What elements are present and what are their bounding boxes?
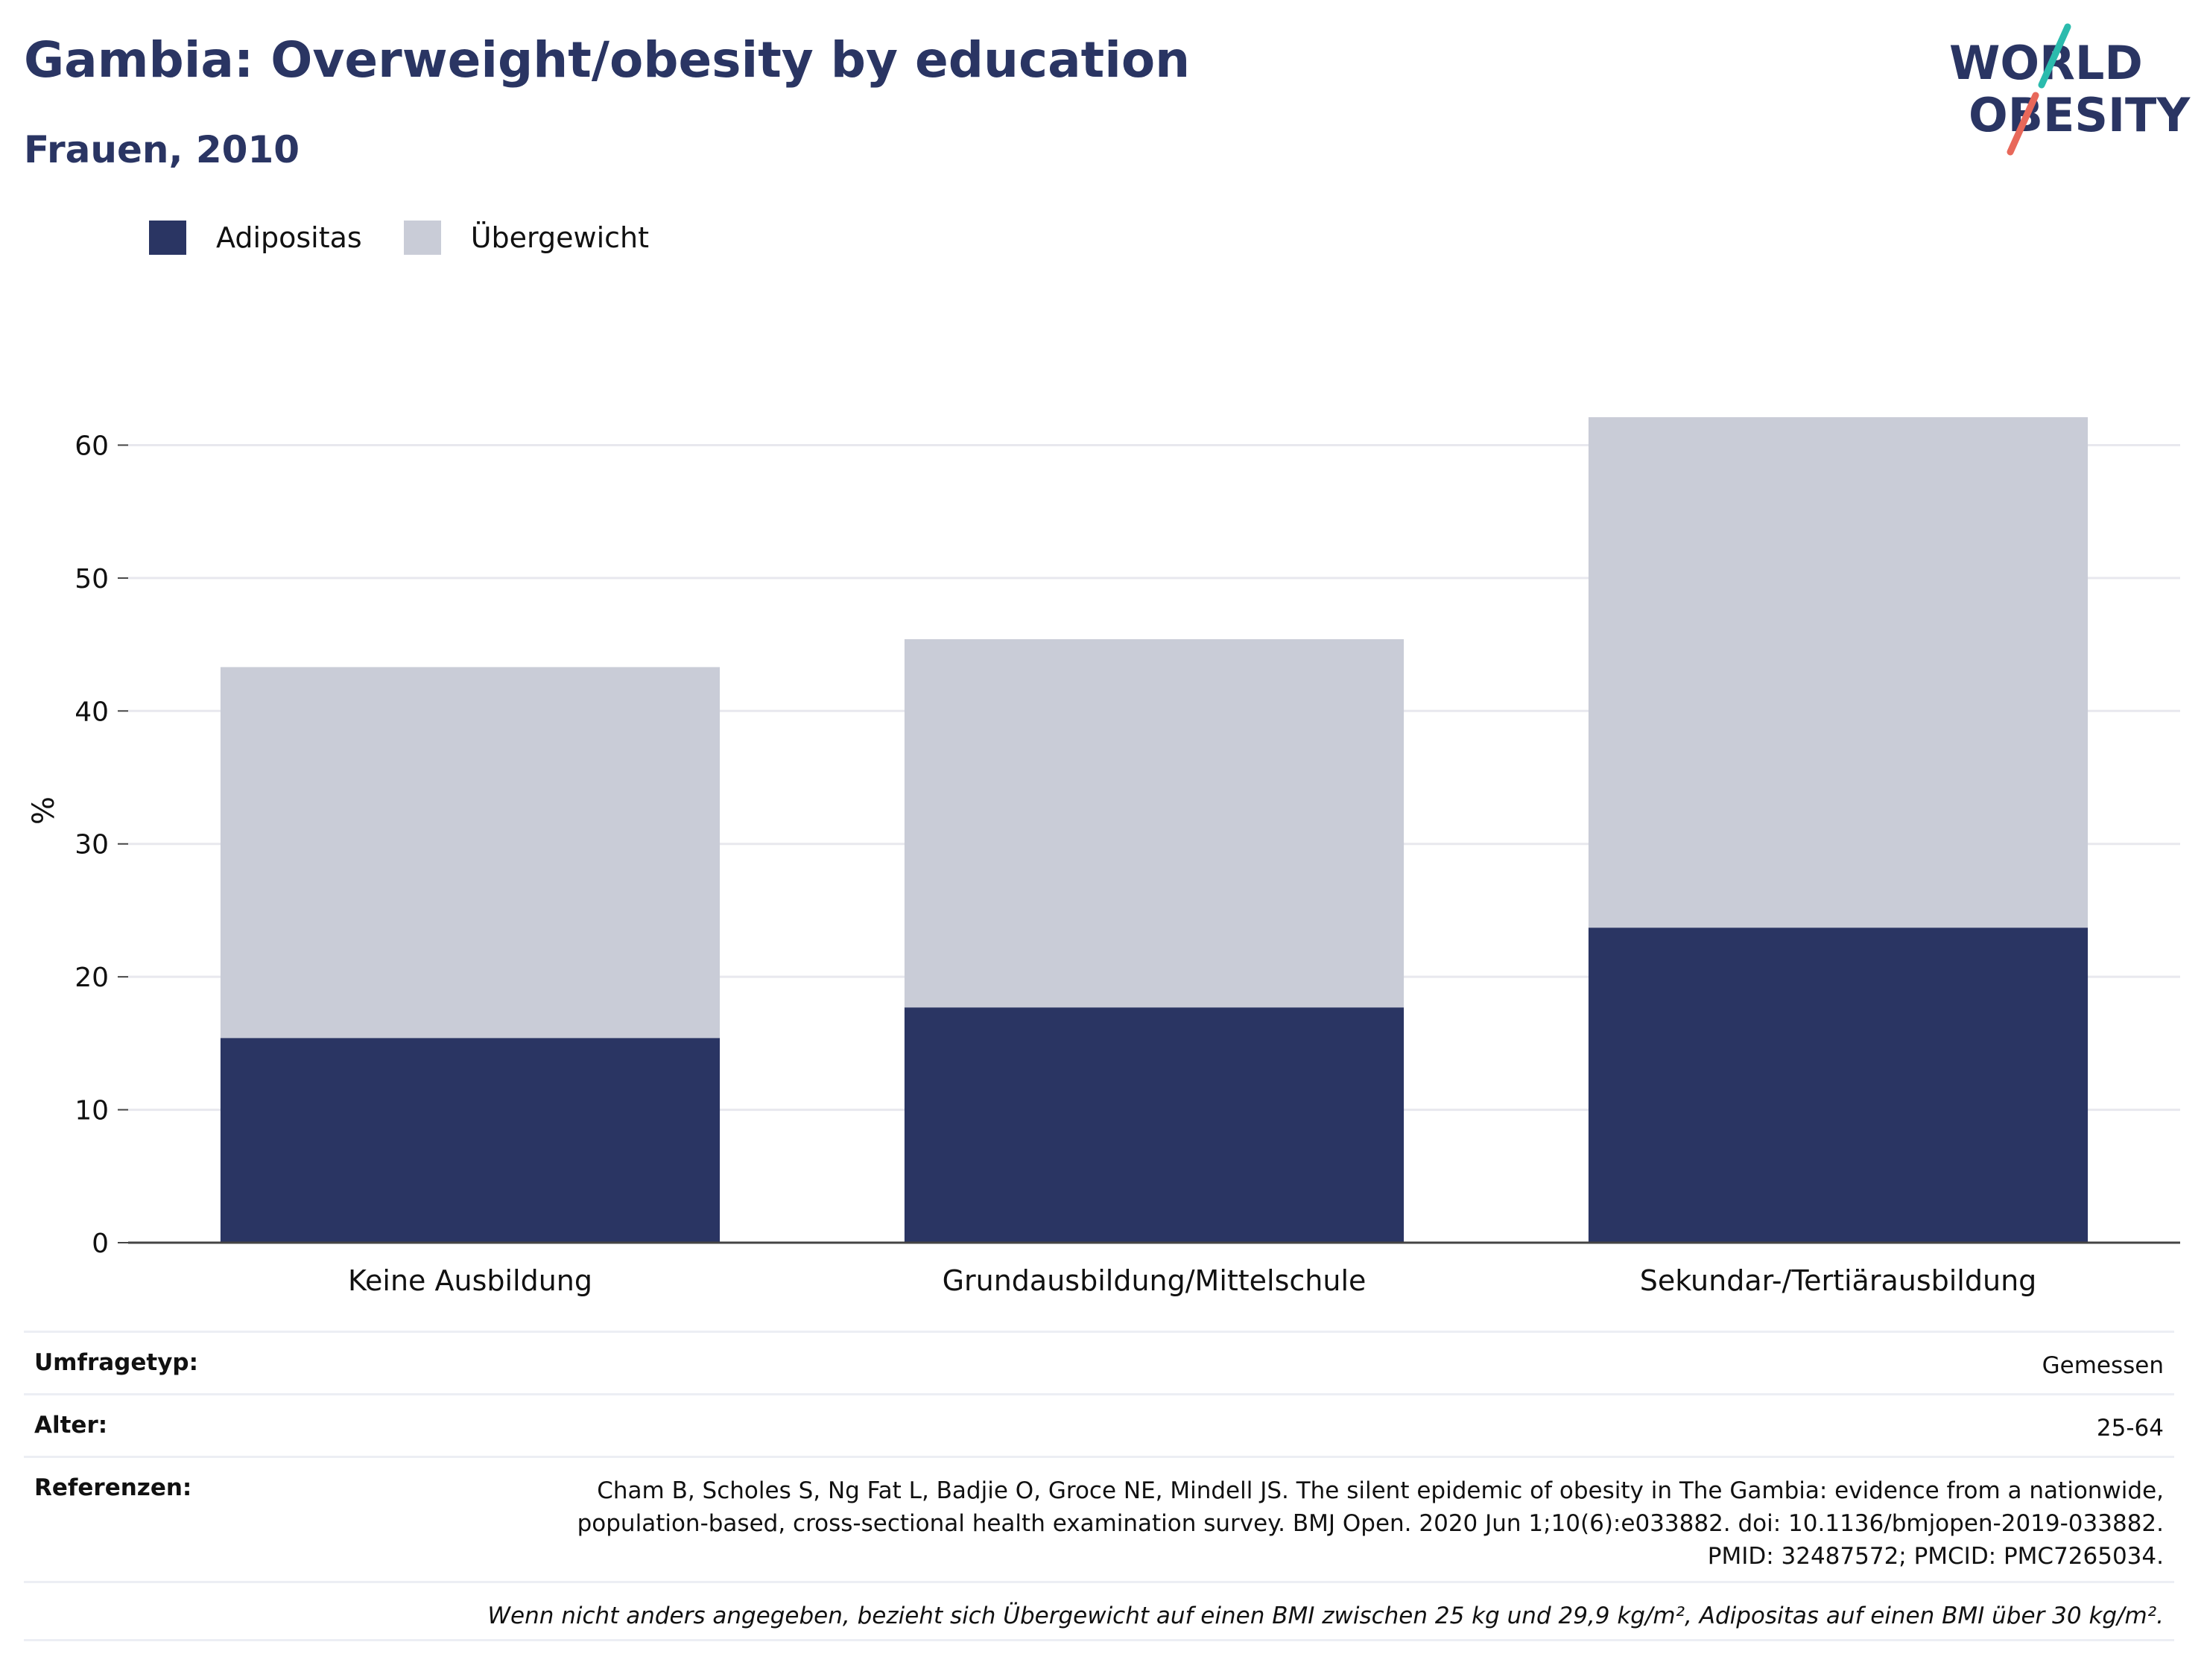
y-axis-label: % xyxy=(27,796,61,825)
x-tick-label-1: Grundausbildung/Mittelschule xyxy=(943,1264,1367,1297)
bar-adipositas-1[interactable] xyxy=(904,1007,1405,1243)
y-tick-label-0: 0 xyxy=(92,1229,109,1259)
bars xyxy=(220,417,2089,1243)
y-tick-label-30: 30 xyxy=(75,830,109,860)
survey-type-label: Umfragetyp: xyxy=(34,1349,198,1376)
meta-row-age: Alter: 25-64 xyxy=(24,1393,2174,1456)
legend-label-uebergewicht: Übergewicht xyxy=(470,221,649,254)
y-tick-label-60: 60 xyxy=(75,431,109,461)
meta-row-footnote: Wenn nicht anders angegeben, bezieht sic… xyxy=(24,1581,2174,1643)
axes: 0 10 20 30 40 50 60 Keine Ausbildung Grundausbil… xyxy=(75,431,2180,1297)
bar-uebergewicht-1[interactable] xyxy=(904,638,1405,1008)
footnote: Wenn nicht anders angegeben, bezieht sic… xyxy=(487,1603,2164,1629)
y-tick-label-40: 40 xyxy=(75,697,109,727)
meta-row-references: Referenzen: Cham B, Scholes S, Ng Fat L,… xyxy=(24,1456,2174,1581)
references-value: Cham B, Scholes S, Ng Fat L, Badjie O, G… xyxy=(577,1477,2164,1570)
legend-item-uebergewicht[interactable]: Übergewicht xyxy=(403,221,649,255)
age-value: 25-64 xyxy=(2096,1415,2164,1442)
legend-swatch-adipositas xyxy=(149,221,186,255)
logo-word-obesity: OBESITY xyxy=(1969,88,2191,142)
x-tick-label-0: Keine Ausbildung xyxy=(348,1264,592,1297)
bar-adipositas-2[interactable] xyxy=(1588,928,2089,1243)
logo-slash-teal xyxy=(2038,23,2071,89)
age-label: Alter: xyxy=(34,1412,108,1439)
survey-type-value: Gemessen xyxy=(2042,1352,2164,1379)
logo-slash-red xyxy=(2007,92,2039,156)
world-obesity-logo: WORLD OBESITY xyxy=(1949,23,2191,156)
legend-swatch-uebergewicht xyxy=(403,221,441,255)
chart-subtitle: Frauen, 2010 xyxy=(24,128,300,171)
references-label: Referenzen: xyxy=(34,1474,192,1501)
table-bottom-divider xyxy=(24,1639,2174,1641)
legend-item-adipositas[interactable]: Adipositas xyxy=(149,221,362,255)
chart-title: Gambia: Overweight/obesity by education xyxy=(24,31,1191,89)
meta-row-survey-type: Umfragetyp: Gemessen xyxy=(24,1331,2174,1393)
x-tick-label-2: Sekundar-/Tertiärausbildung xyxy=(1640,1264,2037,1297)
bar-adipositas-0[interactable] xyxy=(220,1038,721,1243)
bar-uebergewicht-2[interactable] xyxy=(1588,417,2089,928)
metadata-table: Umfragetyp: Gemessen Alter: 25-64 Refere… xyxy=(24,1331,2174,1643)
y-tick-label-20: 20 xyxy=(75,963,109,993)
bar-chart: 0 10 20 30 40 50 60 Keine Ausbildung Grundausbil… xyxy=(27,417,2180,1297)
legend: Adipositas Übergewicht xyxy=(149,221,691,255)
bar-uebergewicht-0[interactable] xyxy=(220,667,721,1039)
legend-label-adipositas: Adipositas xyxy=(216,221,362,254)
y-tick-label-10: 10 xyxy=(75,1096,109,1126)
y-tick-label-50: 50 xyxy=(75,564,109,595)
